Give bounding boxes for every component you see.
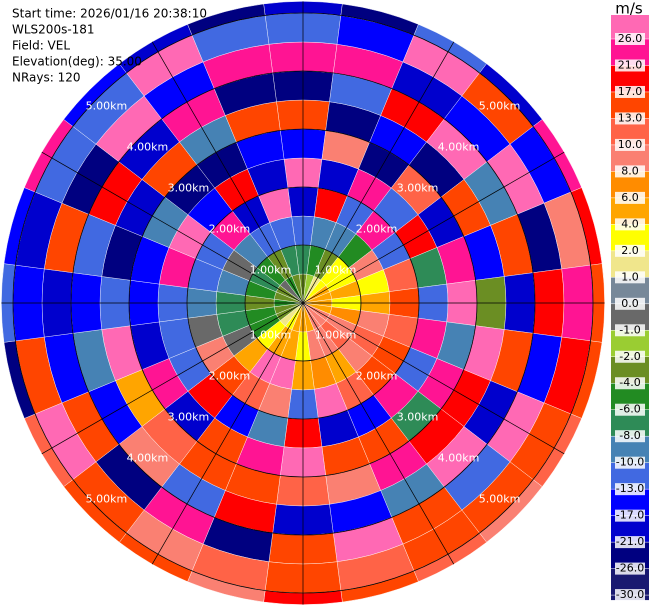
range-label: 5.00km: [86, 493, 128, 506]
range-label: 1.00km: [250, 329, 292, 342]
colorbar-label-bg: [615, 85, 645, 98]
spoke: [302, 302, 455, 565]
colorbar-label-bg: [615, 191, 645, 204]
range-label: 1.00km: [250, 263, 292, 276]
colorbar-tick-label: 17.0: [618, 85, 643, 98]
colorbar-label-bg: [615, 403, 645, 416]
colorbar-label-bg: [615, 244, 645, 257]
colorbar-tick-label: -4.0: [619, 376, 640, 389]
colorbar-tick-label: -26.0: [616, 562, 644, 575]
colorbar-tick-label: 1.0: [621, 270, 639, 283]
colorbar-tick-label: 4.0: [621, 217, 639, 230]
range-ring: [70, 70, 536, 536]
colorbar-tick-label: 21.0: [618, 58, 643, 71]
range-label: 2.00km: [356, 370, 398, 383]
range-label: 4.00km: [127, 140, 169, 153]
range-label: 1.00km: [315, 329, 357, 342]
range-ring: [12, 12, 594, 594]
info-line: Start time: 2026/01/16 20:38:10: [12, 7, 207, 21]
range-label: 1.00km: [315, 263, 357, 276]
range-ring: [244, 244, 362, 362]
info-line: WLS200s-181: [12, 23, 95, 37]
spoke: [41, 302, 304, 455]
colorbar-label-bg: [615, 483, 645, 496]
colorbar-label-bg: [615, 536, 645, 549]
colorbar-label-bg: [615, 324, 645, 337]
colorbar-label-bg: [615, 33, 645, 45]
colorbar-tick-label: -13.0: [616, 482, 644, 495]
colorbar-tick-label: -17.0: [616, 509, 644, 522]
colorbar-label-bg: [615, 562, 645, 575]
range-ring: [128, 128, 478, 478]
colorbar-tick-label: 26.0: [618, 32, 643, 45]
colorbar-tick-label: 13.0: [618, 111, 643, 124]
range-label: 2.00km: [209, 222, 251, 235]
spoke: [302, 151, 565, 304]
colorbar-label-bg: [615, 218, 645, 231]
colorbar-tick-label: -30.0: [616, 588, 644, 601]
colorbar-label-bg: [615, 112, 645, 125]
spoke: [41, 151, 304, 304]
colorbar-label-bg: [615, 138, 645, 151]
colorbar-tick-label: 10.0: [618, 138, 643, 151]
colorbar-label-bg: [615, 589, 645, 602]
info-line: Field: VEL: [12, 39, 70, 53]
range-label: 4.00km: [438, 140, 480, 153]
range-ring: [186, 186, 420, 420]
colorbar-label-bg: [615, 509, 645, 522]
colorbar-tick-label: -1.0: [619, 323, 640, 336]
range-label: 4.00km: [438, 452, 480, 465]
colorbar-label-bg: [615, 165, 645, 178]
colorbar-tick-label: 0.0: [621, 297, 639, 310]
colorbar-tick-label: -21.0: [616, 535, 644, 548]
colorbar-tick-label: -8.0: [619, 429, 640, 442]
spoke: [302, 302, 565, 455]
spoke: [302, 41, 455, 304]
colorbar-label-bg: [615, 456, 645, 469]
info-line: Elevation(deg): 35.00: [12, 55, 142, 69]
range-label: 3.00km: [397, 411, 439, 424]
range-label: 3.00km: [397, 181, 439, 194]
colorbar-tick-label: -10.0: [616, 456, 644, 469]
range-label: 3.00km: [168, 411, 210, 424]
range-label: 4.00km: [127, 452, 169, 465]
colorbar-tick-label: 2.0: [621, 244, 639, 257]
colorbar-label-bg: [615, 297, 645, 310]
range-label: 2.00km: [209, 370, 251, 383]
spoke: [151, 302, 304, 565]
range-label: 5.00km: [479, 99, 521, 112]
colorbar-label-bg: [615, 430, 645, 443]
colorbar-tick-label: 6.0: [621, 191, 639, 204]
colorbar-label-bg: [615, 59, 645, 72]
info-line: NRays: 120: [12, 71, 81, 85]
colorbar-title: m/s: [615, 0, 643, 18]
colorbar-tick-label: -6.0: [619, 403, 640, 416]
spoke: [151, 41, 304, 304]
colorbar-label-bg: [615, 350, 645, 363]
colorbar-label-bg: [615, 377, 645, 390]
range-label: 2.00km: [356, 222, 398, 235]
colorbar-tick-label: 8.0: [621, 164, 639, 177]
range-label: 5.00km: [479, 493, 521, 506]
range-label: 5.00km: [86, 99, 128, 112]
colorbar-label-bg: [615, 271, 645, 284]
colorbar-tick-label: -2.0: [619, 350, 640, 363]
range-label: 3.00km: [168, 181, 210, 194]
overlay: 1.00km 1.00km 1.00km 1.00km 2.00km 2.00km 2.00…: [1, 1, 605, 605]
